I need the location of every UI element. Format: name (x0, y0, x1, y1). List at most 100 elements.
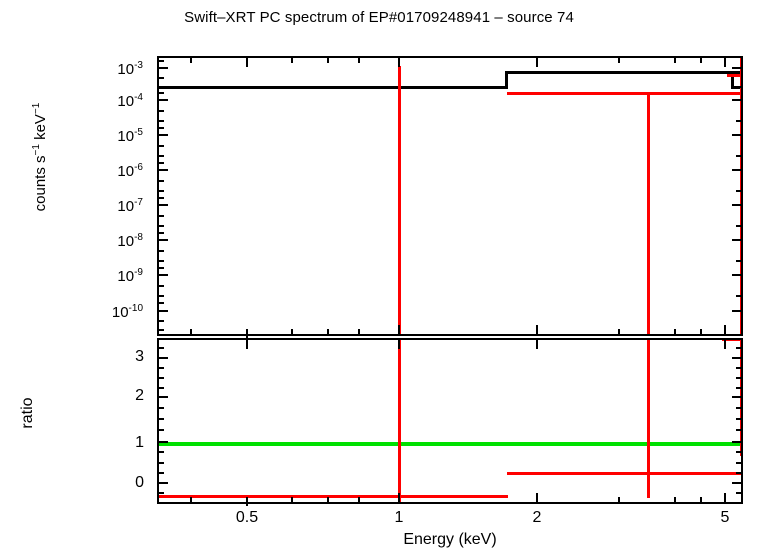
ratio-xtick-major-2 (536, 493, 538, 502)
spectrum-ytick-major-1em10 (159, 310, 168, 312)
spectrum-xtick-top-min-d (358, 58, 360, 63)
spectrum-ytick-major-1em4 (159, 99, 168, 101)
spectrum-ytick-minor-9 (159, 155, 164, 157)
spectrum-plot-area (159, 58, 741, 334)
model-riser-2 (731, 71, 734, 89)
ratio-ytick-minor-5 (159, 407, 164, 409)
spectrum-ytick-right-min-6 (736, 260, 741, 262)
spectrum-ytick-right-min-4 (736, 190, 741, 192)
spectrum-ytick-right-1em6 (732, 169, 741, 171)
y-tick-base-3: 10 (117, 128, 135, 145)
ratio-ytick-right-min-9 (736, 462, 741, 464)
spectrum-ytick-minor-20 (159, 285, 164, 287)
y-tick-base-2: 10 (117, 93, 135, 110)
spectrum-ytick-minor-11 (159, 180, 164, 182)
ratio-xtick-major-05 (246, 497, 248, 506)
ratio-ytick-minor-4 (159, 387, 164, 389)
spectrum-xtick-minor-g (700, 329, 702, 334)
data-errorbar-vertical-3 (740, 58, 741, 334)
ratio-xtick-minor-a (190, 497, 192, 502)
ratio-xtick-top-05 (246, 340, 248, 349)
spectrum-ytick-minor-24 (159, 329, 164, 331)
spectrum-xtick-top-min-f (674, 58, 676, 63)
ratio-tick-label-3: 3 (135, 348, 144, 365)
spectrum-ytick-major-1em3 (159, 67, 168, 69)
y-tick-base-7: 10 (117, 268, 135, 285)
ratio-ytick-minor-2 (159, 367, 164, 369)
ratio-xtick-minor-g (700, 497, 702, 502)
spectrum-xtick-top-min-c (327, 58, 329, 63)
ratio-xtick-major-5 (724, 493, 726, 502)
ratio-xtick-minor-d (358, 497, 360, 502)
y-tick-base-4: 10 (117, 163, 135, 180)
ratio-ytick-minor-11 (159, 492, 164, 494)
spectrum-ytick-minor-23 (159, 320, 164, 322)
ratio-ytick-right-min-1 (736, 347, 741, 349)
y-tick-exp-2: -4 (134, 92, 143, 103)
spectrum-xtick-major-05 (246, 329, 248, 338)
ratio-ytick-right-min-3 (736, 377, 741, 379)
ratio-ytick-right-min-10 (736, 472, 741, 474)
ratio-plot-area (159, 340, 741, 502)
y-tick-base-8: 10 (111, 304, 129, 321)
ratio-ytick-major-3 (159, 357, 168, 359)
ratio-panel-frame (157, 338, 743, 504)
spectrum-ytick-right-1em7 (732, 204, 741, 206)
x-tick-label-5: 5 (720, 509, 730, 526)
ratio-errorbar-horizontal-3 (722, 340, 741, 341)
ratio-tick-label-1: 1 (135, 434, 144, 451)
spectrum-ytick-minor-2 (159, 77, 164, 79)
ratio-xtick-minor-e (618, 497, 620, 502)
ratio-tick-label-2: 2 (135, 387, 144, 404)
ratio-xtick-minor-f (674, 497, 676, 502)
ratio-xtick-major-1 (398, 493, 400, 502)
spectrum-ytick-right-1em3 (732, 67, 741, 69)
spectrum-ytick-minor-4 (159, 92, 164, 94)
spectrum-xtick-minor-f (674, 329, 676, 334)
spectrum-ytick-right-min-2 (736, 120, 741, 122)
spectrum-ytick-minor-12 (159, 190, 164, 192)
y-tick-exp-6: -8 (134, 232, 143, 243)
ratio-errorbar-horizontal-1 (159, 495, 508, 498)
data-errorbar-vertical-2 (647, 92, 650, 334)
ratio-xtick-minor-b (291, 497, 293, 502)
x-axis-title: Energy (keV) (403, 531, 497, 548)
ratio-errorbar-horizontal-2 (507, 472, 741, 475)
y-tick-base-1: 10 (117, 61, 135, 78)
spectrum-ytick-minor-19 (159, 267, 164, 269)
y-tick-label-1em8: 10-8 (48, 232, 143, 250)
y-tick-label-1em5: 10-5 (48, 127, 143, 145)
spectrum-ytick-right-min-3 (736, 155, 741, 157)
y-tick-exp-7: -9 (134, 267, 143, 278)
spectrum-ytick-major-1em9 (159, 274, 168, 276)
ratio-ytick-minor-8 (159, 451, 164, 453)
ratio-ytick-minor-10 (159, 472, 164, 474)
spectrum-xtick-minor-b (291, 329, 293, 334)
spectrum-ytick-minor-15 (159, 225, 164, 227)
y-tick-base-5: 10 (117, 198, 135, 215)
spectrum-xtick-minor-d (358, 329, 360, 334)
ratio-ytick-major-0 (159, 482, 168, 484)
ratio-tick-label-0: 0 (135, 474, 144, 491)
model-riser-1 (505, 71, 508, 89)
y-tick-label-1em3: 10-3 (48, 61, 143, 78)
y-tick-label-1em10: 10-10 (40, 304, 143, 321)
ratio-xtick-top-5 (724, 340, 726, 349)
data-errorbar-horizontal-2 (507, 92, 741, 95)
y-tick-base-6: 10 (117, 233, 135, 250)
model-step-bin-2 (505, 71, 741, 74)
ratio-errorbar-vertical-3 (740, 340, 741, 456)
ratio-y-axis-title: ratio (19, 397, 36, 429)
spectrum-ytick-minor-21 (159, 295, 164, 297)
x-tick-label-1: 1 (394, 509, 404, 526)
ratio-ytick-minor-9 (159, 462, 164, 464)
ratio-ytick-right-min-7 (736, 429, 741, 431)
spectrum-ytick-minor-16 (159, 232, 164, 234)
spectrum-ytick-minor-3 (159, 86, 164, 88)
y-tick-exp-3: -5 (134, 127, 143, 138)
ratio-ytick-minor-3 (159, 377, 164, 379)
y-tick-exp-5: -7 (134, 197, 143, 208)
spectrum-xtick-top-05 (246, 58, 248, 67)
spectrum-ytick-minor-17 (159, 250, 164, 252)
